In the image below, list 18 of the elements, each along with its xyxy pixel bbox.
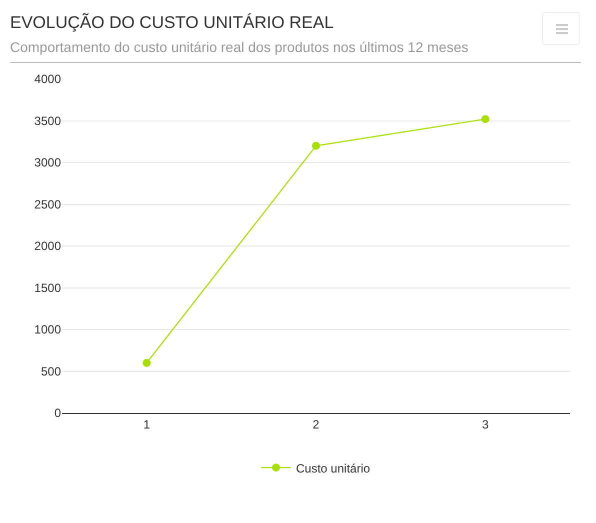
chart-subtitle: Comportamento do custo unitário real dos produtos nos últimos 12 meses xyxy=(10,39,468,55)
y-tick-label: 2000 xyxy=(34,239,62,254)
y-tick-label: 2500 xyxy=(34,197,62,212)
x-tick-label: 3 xyxy=(482,417,489,432)
y-tick-label: 1500 xyxy=(34,280,62,295)
x-tick-label: 2 xyxy=(312,417,320,432)
chart-title: EVOLUÇÃO DO CUSTO UNITÁRIO REAL xyxy=(10,13,334,33)
y-tick-label: 1000 xyxy=(34,322,62,337)
point xyxy=(142,358,151,367)
y-tick-label: 4000 xyxy=(34,72,62,86)
point xyxy=(312,142,320,150)
x-tick-label: 1 xyxy=(143,417,150,432)
point xyxy=(481,115,490,124)
y-tick-label: 500 xyxy=(40,364,62,378)
legend-label: Custo unitário xyxy=(296,461,370,476)
y-tick-label: 3500 xyxy=(34,114,62,128)
y-tick-label: 3000 xyxy=(34,156,62,170)
y-tick-label: 0 xyxy=(54,406,62,420)
